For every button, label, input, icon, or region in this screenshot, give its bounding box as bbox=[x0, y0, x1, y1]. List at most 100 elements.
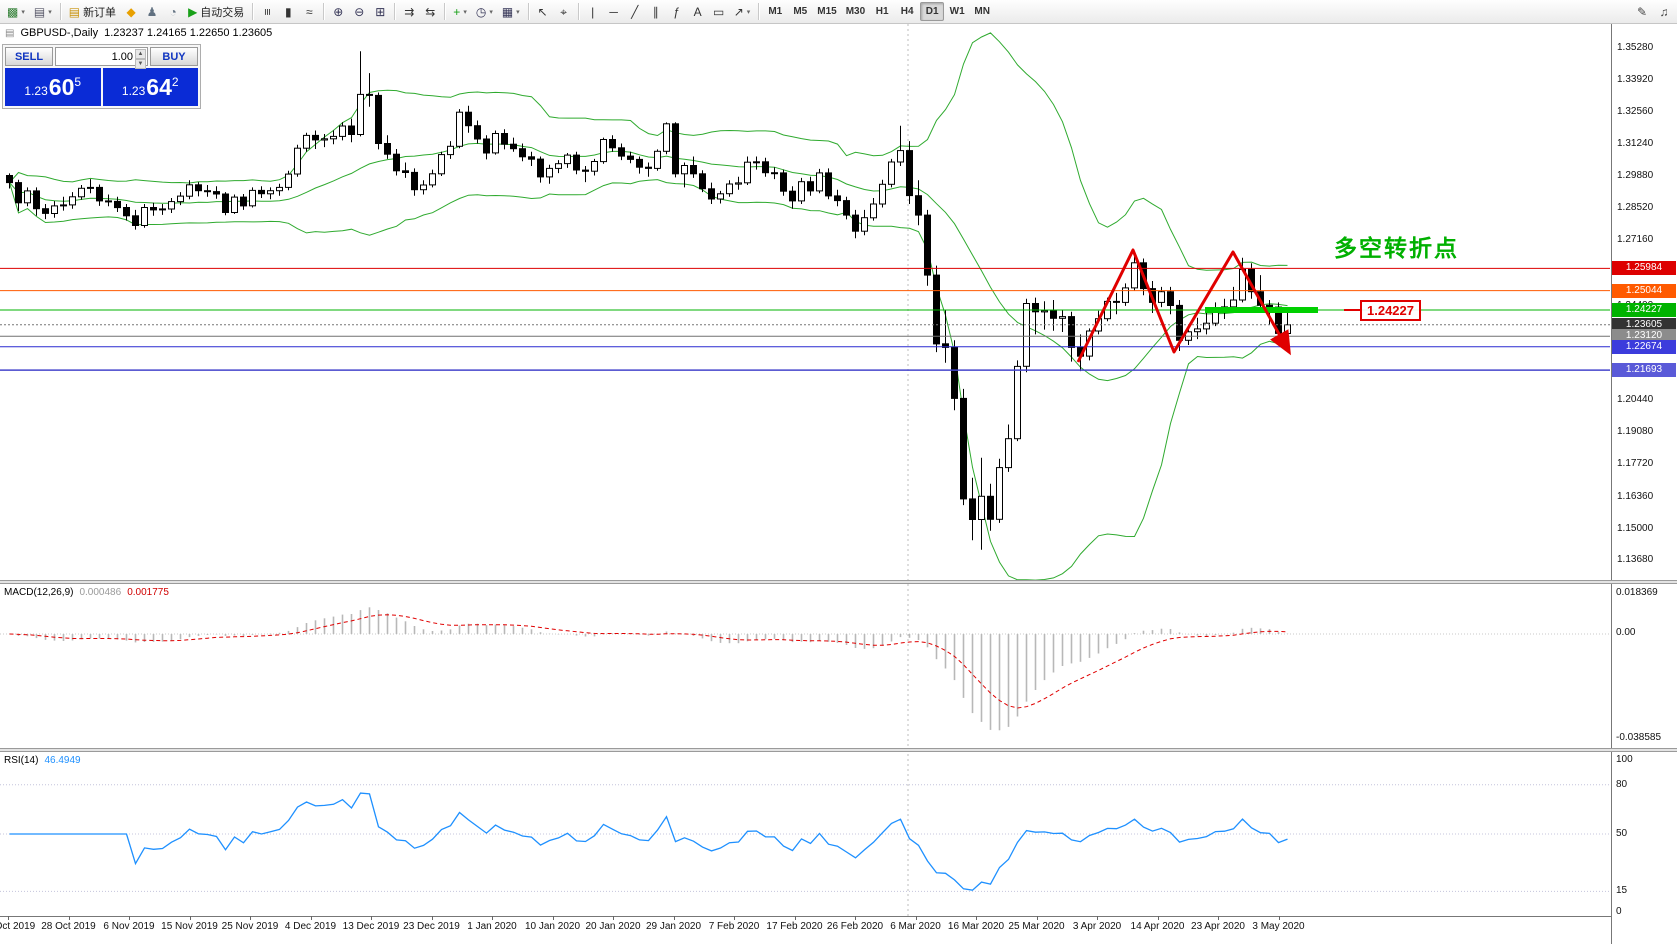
text-button[interactable]: A bbox=[688, 2, 708, 22]
timeframe-w1-button[interactable]: W1 bbox=[949, 6, 965, 17]
label-button[interactable]: ▭ bbox=[709, 2, 729, 22]
date-label: 20 Jan 2020 bbox=[585, 921, 641, 932]
date-tick-mark bbox=[310, 916, 312, 920]
date-tick-mark bbox=[129, 916, 130, 920]
pencil-button[interactable]: ✎ bbox=[1632, 2, 1652, 22]
date-label: 14 Apr 2020 bbox=[1130, 921, 1185, 932]
periods-icon: ◷ bbox=[475, 4, 487, 19]
sound-button[interactable]: ♫ bbox=[1654, 2, 1674, 22]
arrows-button[interactable]: ↗ ▾ bbox=[730, 2, 755, 22]
date-tick-mark bbox=[492, 916, 493, 920]
time-axis[interactable] bbox=[0, 916, 1611, 944]
refresh-button[interactable]: ◔ bbox=[163, 2, 183, 22]
chart-shift-button[interactable]: ⇆ bbox=[420, 2, 440, 22]
macd-axis-value: 0.018369 bbox=[1616, 587, 1658, 598]
price-level-badge: 1.21693 bbox=[1612, 363, 1676, 378]
fibonacci-button[interactable]: ƒ bbox=[667, 2, 687, 22]
turning-point-annotation[interactable]: 多空转折点 bbox=[1334, 235, 1459, 261]
price-level-badge: 1.22674 bbox=[1612, 339, 1676, 354]
timeframe-m15-button[interactable]: M15 bbox=[817, 6, 837, 17]
vertical-line-button[interactable]: | bbox=[583, 2, 603, 22]
grid-button[interactable]: ⊞ bbox=[370, 2, 390, 22]
grid-icon: ⊞ bbox=[375, 4, 386, 19]
date-tick-mark bbox=[915, 916, 917, 920]
price-tick: 1.31240 bbox=[1617, 137, 1654, 149]
date-label: 3 Apr 2020 bbox=[1072, 921, 1122, 932]
pane-splitter-rsi[interactable] bbox=[0, 748, 1677, 752]
crosshair-button[interactable]: ⌖ bbox=[554, 2, 574, 22]
timeframe-m30-button[interactable]: M30 bbox=[845, 6, 866, 17]
chart-title: ▤ GBPUSD-,Daily 1.23237 1.24165 1.22650 … bbox=[5, 27, 272, 39]
one-click-trading-panel: SELL 1.00 ▲ ▼ BUY 1.23 60 5 1.23 64 2 bbox=[2, 44, 201, 109]
timeframe-h1-button[interactable]: H1 bbox=[875, 6, 889, 17]
new-chart-button[interactable]: ▩ ▾ bbox=[3, 2, 29, 22]
bars-button[interactable]: ≡ bbox=[257, 2, 277, 22]
trendline-button[interactable]: ╱ bbox=[625, 2, 645, 22]
zoom-in-button[interactable]: ⊕ bbox=[328, 2, 348, 22]
profiles-icon: ▤ bbox=[33, 4, 46, 19]
macd-signal-line bbox=[9, 614, 1288, 709]
zoom-out-button[interactable]: ⊖ bbox=[349, 2, 369, 22]
indicators-button[interactable]: + ▾ bbox=[449, 2, 471, 22]
timeframe-m5-button[interactable]: M5 bbox=[793, 6, 808, 17]
macd-name: MACD(12,26,9) bbox=[4, 587, 74, 598]
price-tag-label[interactable]: 1.24227 bbox=[1360, 300, 1421, 321]
autotrading-button-label: 自动交易 bbox=[200, 6, 245, 19]
community-button[interactable]: ♟ bbox=[142, 2, 162, 22]
line-chart-button[interactable]: ≈ bbox=[299, 2, 319, 22]
timeframe-m1-button[interactable]: M1 bbox=[768, 6, 783, 17]
autoscroll-button[interactable]: ⇉ bbox=[399, 2, 419, 22]
macd-signal-value: 0.001775 bbox=[127, 587, 169, 598]
profiles-button[interactable]: ▤ ▾ bbox=[30, 2, 56, 22]
metaeditor-button[interactable]: ◆ bbox=[121, 2, 141, 22]
timeframe-h4-button[interactable]: H4 bbox=[900, 6, 914, 17]
cursor-button[interactable]: ↖ bbox=[533, 2, 553, 22]
volume-spinner[interactable]: ▲ ▼ bbox=[135, 49, 146, 69]
pane-splitter-macd[interactable] bbox=[0, 580, 1677, 584]
level-lines[interactable] bbox=[0, 267, 1610, 371]
sell-price-button[interactable]: 1.23 60 5 bbox=[5, 68, 101, 106]
price-axis[interactable] bbox=[1611, 24, 1677, 944]
periods-button[interactable]: ◷ ▾ bbox=[472, 2, 497, 22]
spinner-up-icon[interactable]: ▲ bbox=[135, 49, 146, 59]
price-level-badge: 1.25044 bbox=[1612, 283, 1676, 298]
rsi-axis-value: 0 bbox=[1616, 906, 1622, 917]
zoom-in-icon: ⊕ bbox=[333, 4, 344, 19]
autoscroll-icon: ⇉ bbox=[404, 4, 415, 19]
chevron-down-icon: ▾ bbox=[48, 8, 52, 16]
templates-button[interactable]: ▦ ▾ bbox=[498, 2, 524, 22]
channel-button[interactable]: ∥ bbox=[646, 2, 666, 22]
toolbar-separator bbox=[59, 3, 61, 20]
date-label: 6 Mar 2020 bbox=[890, 921, 941, 932]
timeframe-d1-button[interactable]: D1 bbox=[920, 2, 945, 21]
date-tick-mark bbox=[1218, 916, 1219, 920]
macd-axis-value: -0.038585 bbox=[1616, 732, 1662, 743]
horizontal-line-button[interactable]: ─ bbox=[604, 2, 624, 22]
date-tick-mark bbox=[1278, 916, 1280, 920]
date-tick-mark bbox=[734, 916, 735, 920]
volume-input[interactable]: 1.00 ▲ ▼ bbox=[55, 47, 148, 69]
price-level-badge: 1.23120 bbox=[1612, 329, 1676, 344]
templates-icon: ▦ bbox=[501, 4, 514, 19]
sell-button[interactable]: SELL bbox=[5, 47, 53, 66]
timeframe-mn-button[interactable]: MN bbox=[974, 6, 990, 17]
spinner-down-icon[interactable]: ▼ bbox=[135, 59, 146, 69]
candles-button[interactable]: ▮ bbox=[278, 2, 298, 22]
sell-price-big: 60 bbox=[48, 73, 75, 100]
community-icon: ♟ bbox=[146, 4, 158, 19]
buy-price-button[interactable]: 1.23 64 2 bbox=[102, 68, 198, 106]
new-order-button[interactable]: ▤ 新订单 bbox=[65, 2, 120, 22]
autotrading-button[interactable]: ▶ 自动交易 bbox=[184, 2, 248, 22]
ohlc-values: 1.23237 1.24165 1.22650 1.23605 bbox=[104, 27, 273, 39]
zigzag-drawing[interactable] bbox=[1076, 248, 1291, 363]
rsi-line bbox=[9, 792, 1288, 891]
date-tick-mark bbox=[68, 916, 70, 920]
date-tick-mark bbox=[673, 916, 675, 920]
price-tick: 1.16360 bbox=[1617, 490, 1654, 502]
price-tick: 1.13680 bbox=[1617, 554, 1654, 566]
buy-price-pip: 2 bbox=[171, 75, 179, 89]
buy-button[interactable]: BUY bbox=[150, 47, 198, 66]
price-tick: 1.27160 bbox=[1617, 234, 1654, 246]
symbol-period-label: GBPUSD-,Daily bbox=[20, 27, 99, 39]
